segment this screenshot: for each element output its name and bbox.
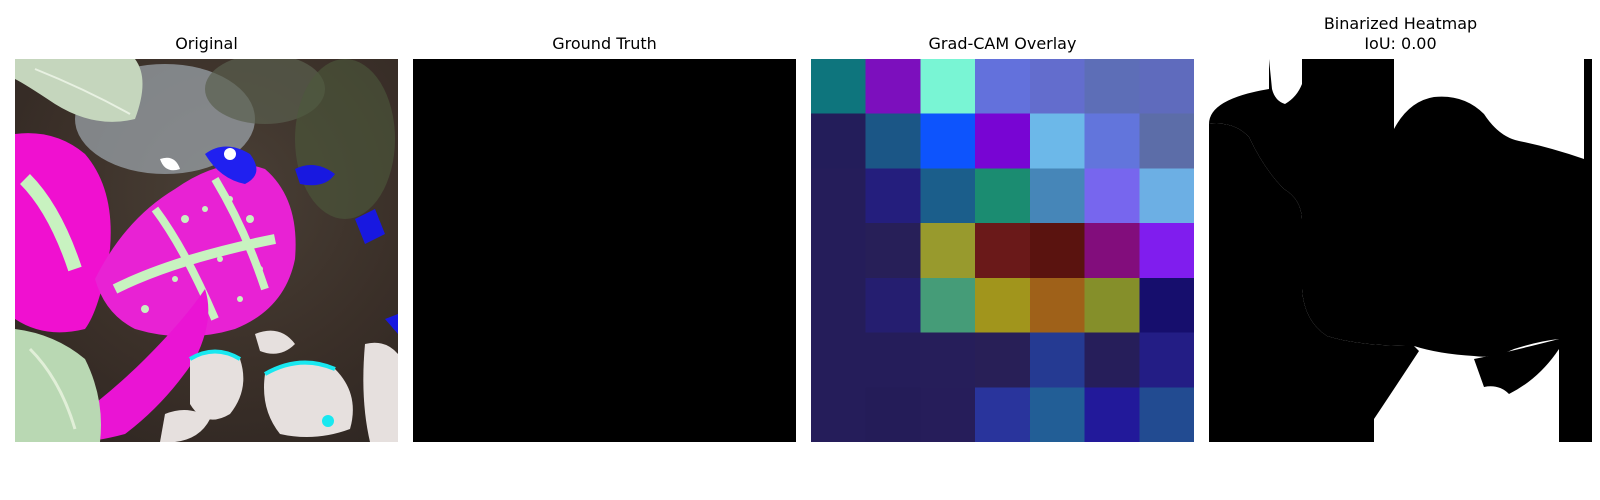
gradcam-title: Grad-CAM Overlay (928, 34, 1077, 53)
heatmap-cell (1029, 387, 1086, 442)
heatmap-cell (1139, 113, 1194, 170)
heatmap-cell (1084, 168, 1140, 224)
heatmap-cell (975, 113, 1031, 170)
heatmap-cell (1139, 223, 1194, 279)
binarized-title-line: Binarized Heatmap (1323, 14, 1478, 33)
heatmap-cell (811, 332, 867, 388)
heatmap-cell (1084, 59, 1140, 115)
original-title: Original (175, 34, 238, 53)
heatmap-cell (1139, 277, 1194, 334)
iou-label: IoU: 0.00 (1364, 34, 1437, 53)
heatmap-cell (1029, 332, 1086, 388)
binarized-panel: Binarized Heatmap IoU: 0.00 (1209, 0, 1592, 443)
binarized-title: Binarized Heatmap IoU: 0.00 (1209, 14, 1592, 54)
heatmap-cell (811, 168, 867, 224)
heatmap-cell (865, 113, 922, 170)
heatmap-cell (975, 387, 1031, 442)
heatmap-cell (920, 332, 976, 388)
original-image (15, 59, 398, 442)
heatmap-cell (1084, 332, 1140, 388)
heatmap-cell (811, 223, 867, 279)
ground-truth-image (413, 59, 796, 442)
heatmap-cell (811, 113, 867, 170)
heatmap-cell (920, 223, 976, 279)
heatmap-cell (1084, 223, 1140, 279)
binarized-image (1209, 59, 1592, 442)
gradcam-panel: Grad-CAM Overlay (811, 0, 1194, 443)
heatmap-cell (1029, 277, 1086, 334)
heatmap-cell (920, 59, 976, 115)
heatmap-cell (975, 168, 1031, 224)
heatmap-cell (1139, 168, 1194, 224)
heatmap-cell (865, 59, 922, 115)
heatmap-cell (920, 113, 976, 170)
heatmap-cell (1084, 113, 1140, 170)
heatmap-cell (865, 332, 922, 388)
heatmap-cell (1084, 387, 1140, 442)
heatmap-cell (811, 387, 867, 442)
heatmap-cell (1029, 168, 1086, 224)
heatmap-cell (1029, 113, 1086, 170)
heatmap-cell (865, 387, 922, 442)
heatmap-cell (920, 168, 976, 224)
heatmap-cell (975, 59, 1031, 115)
heatmap-cell (1029, 223, 1086, 279)
heatmap-cell (811, 59, 867, 115)
ground-truth-title: Ground Truth (552, 34, 657, 53)
heatmap-cell (1139, 332, 1194, 388)
heatmap-cell (865, 223, 922, 279)
heatmap-cell (975, 277, 1031, 334)
heatmap-cell (975, 223, 1031, 279)
heatmap-cell (811, 277, 867, 334)
heatmap-cell (865, 277, 922, 334)
heatmap-cell (920, 387, 976, 442)
heatmap-cell (1139, 387, 1194, 442)
ground-truth-panel: Ground Truth (413, 0, 796, 443)
heatmap-cell (865, 168, 922, 224)
original-panel: Original (15, 0, 398, 443)
heatmap-cell (1084, 277, 1140, 334)
heatmap-cell (1139, 59, 1194, 115)
heatmap-cell (920, 277, 976, 334)
heatmap-cell (975, 332, 1031, 388)
gradcam-image (811, 59, 1194, 442)
heatmap-cell (1029, 59, 1086, 115)
